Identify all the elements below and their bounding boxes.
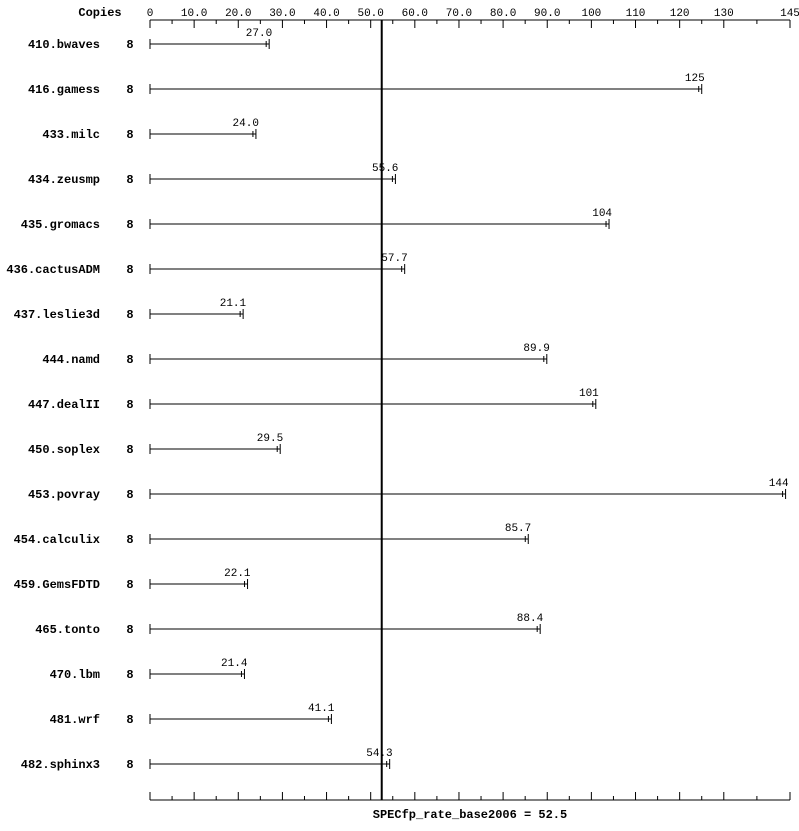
- bar-value-label: 88.4: [517, 613, 544, 625]
- copies-header: Copies: [78, 6, 121, 20]
- axis-tick-label: 10.0: [181, 8, 207, 20]
- benchmark-name: 450.soplex: [28, 443, 100, 457]
- copies-value: 8: [126, 308, 133, 322]
- axis-tick-label: 60.0: [402, 8, 428, 20]
- benchmark-name: 434.zeusmp: [28, 173, 100, 187]
- axis-tick-label: 100: [581, 8, 601, 20]
- copies-value: 8: [126, 38, 133, 52]
- benchmark-name: 436.cactusADM: [6, 263, 100, 277]
- benchmark-name: 454.calculix: [14, 533, 100, 547]
- bar-value-label: 104: [592, 208, 612, 220]
- axis-tick-label: 30.0: [269, 8, 295, 20]
- benchmark-name: 435.gromacs: [21, 218, 100, 232]
- bar-value-label: 54.3: [366, 748, 392, 760]
- bar-value-label: 55.6: [372, 163, 398, 175]
- benchmark-name: 481.wrf: [50, 713, 100, 727]
- chart-svg: 0 10.0 20.0 30.0 40.0 50.0 60.0 70.0 80.0 90.0 100…: [0, 0, 799, 831]
- benchmark-name: 437.leslie3d: [14, 308, 100, 322]
- benchmark-name: 459.GemsFDTD: [14, 578, 100, 592]
- copies-value: 8: [126, 758, 133, 772]
- bar-value-label: 22.1: [224, 568, 251, 580]
- copies-value: 8: [126, 713, 133, 727]
- bar-value-label: 125: [685, 73, 705, 85]
- bar-value-label: 21.4: [221, 658, 248, 670]
- benchmark-name: 470.lbm: [50, 668, 100, 682]
- axis-tick-label: 50.0: [357, 8, 383, 20]
- bar-value-label: 27.0: [246, 28, 272, 40]
- benchmark-name: 410.bwaves: [28, 38, 100, 52]
- copies-value: 8: [126, 623, 133, 637]
- benchmark-name: 433.milc: [42, 128, 100, 142]
- copies-value: 8: [126, 578, 133, 592]
- benchmark-name: 482.sphinx3: [21, 758, 100, 772]
- copies-value: 8: [126, 533, 133, 547]
- benchmark-name: 416.gamess: [28, 83, 100, 97]
- bar-value-label: 101: [579, 388, 599, 400]
- axis-tick-label: 0: [147, 8, 154, 20]
- copies-value: 8: [126, 128, 133, 142]
- copies-value: 8: [126, 443, 133, 457]
- bar-value-label: 24.0: [233, 118, 259, 130]
- benchmark-chart: 0 10.0 20.0 30.0 40.0 50.0 60.0 70.0 80.0 90.0 100…: [0, 0, 799, 831]
- bar-value-label: 29.5: [257, 433, 283, 445]
- axis-tick-label: 40.0: [313, 8, 339, 20]
- bar-value-label: 57.7: [381, 253, 407, 265]
- copies-value: 8: [126, 83, 133, 97]
- bar-value-label: 89.9: [523, 343, 549, 355]
- benchmark-name: 447.dealII: [28, 398, 100, 412]
- axis-tick-label: 110: [626, 8, 646, 20]
- copies-value: 8: [126, 398, 133, 412]
- axis-tick-label: 90.0: [534, 8, 560, 20]
- copies-value: 8: [126, 263, 133, 277]
- benchmark-name: 453.povray: [28, 488, 100, 502]
- bar-value-label: 41.1: [308, 703, 335, 715]
- axis-tick-label: 130: [714, 8, 734, 20]
- copies-value: 8: [126, 218, 133, 232]
- axis-tick-label: 20.0: [225, 8, 251, 20]
- benchmark-name: 465.tonto: [35, 623, 100, 637]
- copies-value: 8: [126, 668, 133, 682]
- copies-value: 8: [126, 173, 133, 187]
- bar-value-label: 21.1: [220, 298, 247, 310]
- axis-tick-label: 145: [780, 8, 799, 20]
- footer-text: SPECfp_rate_base2006 = 52.5: [373, 808, 567, 822]
- axis-tick-label: 70.0: [446, 8, 472, 20]
- copies-value: 8: [126, 488, 133, 502]
- copies-value: 8: [126, 353, 133, 367]
- bar-value-label: 85.7: [505, 523, 531, 535]
- axis-tick-label: 80.0: [490, 8, 516, 20]
- bar-value-label: 144: [769, 478, 789, 490]
- benchmark-name: 444.namd: [42, 353, 100, 367]
- axis-tick-label: 120: [670, 8, 690, 20]
